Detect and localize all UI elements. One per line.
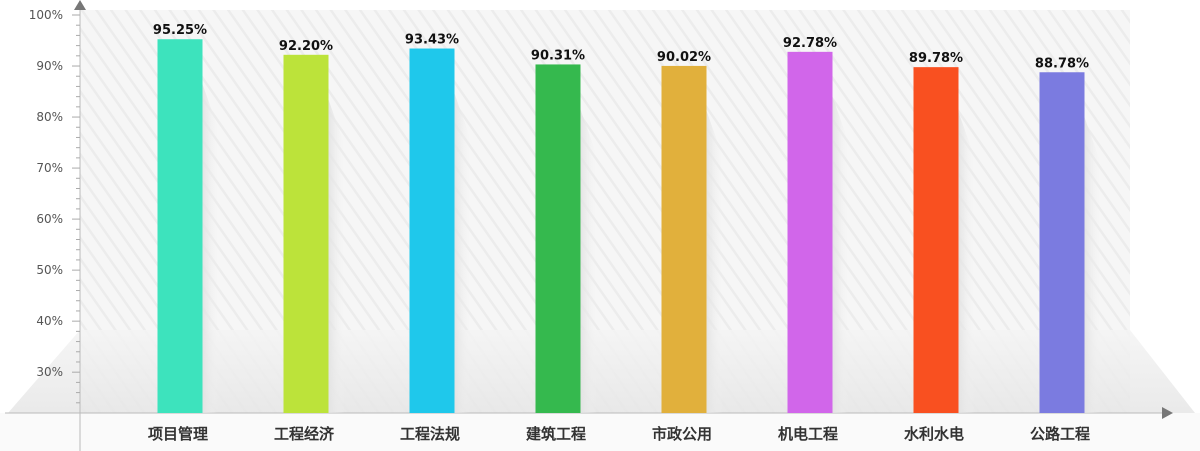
y-tick-label: 100%	[29, 8, 63, 22]
data-label: 88.78%	[1035, 56, 1089, 71]
bar-shadow	[454, 93, 471, 413]
bar-shadow	[1084, 117, 1101, 414]
y-tick-label: 80%	[36, 110, 63, 124]
bar-shadow	[706, 110, 723, 414]
x-tick-label: 市政公用	[652, 425, 712, 443]
bar	[787, 51, 833, 413]
y-tick-label: 30%	[36, 365, 63, 379]
bar-shadow	[958, 112, 975, 414]
data-label: 89.78%	[909, 51, 963, 66]
bar	[661, 65, 707, 414]
x-tick-label: 工程经济	[274, 425, 335, 443]
data-label: 92.20%	[279, 39, 333, 54]
y-tick-label: 70%	[36, 161, 63, 175]
x-tick-label: 公路工程	[1030, 425, 1090, 443]
bar	[409, 48, 455, 414]
bar	[535, 64, 581, 413]
bar	[283, 54, 329, 414]
bar-shadow	[832, 96, 849, 413]
data-label: 93.43%	[405, 33, 459, 48]
x-tick-label: 机电工程	[778, 425, 838, 443]
data-label: 95.25%	[153, 23, 207, 38]
y-tick-label: 60%	[36, 212, 63, 226]
x-tick-label: 水利水电	[904, 425, 964, 443]
x-axis-arrow	[1162, 407, 1173, 419]
y-tick-label: 40%	[36, 314, 63, 328]
y-tick-label: 50%	[36, 263, 63, 277]
bar	[913, 67, 959, 414]
x-tick-label: 建筑工程	[526, 425, 586, 443]
bar-shadow	[580, 109, 597, 413]
y-axis-arrow	[74, 0, 86, 10]
x-tick-label: 项目管理	[148, 425, 208, 443]
y-tick-label: 90%	[36, 59, 63, 73]
bar-shadow	[202, 84, 219, 413]
bar	[157, 39, 203, 413]
bar	[1039, 72, 1085, 414]
bar-shadow	[328, 99, 345, 414]
data-label: 90.02%	[657, 50, 711, 65]
x-tick-label: 工程法规	[400, 425, 460, 443]
data-label: 92.78%	[783, 36, 837, 51]
data-label: 90.31%	[531, 48, 585, 63]
floor-base	[0, 413, 1200, 451]
